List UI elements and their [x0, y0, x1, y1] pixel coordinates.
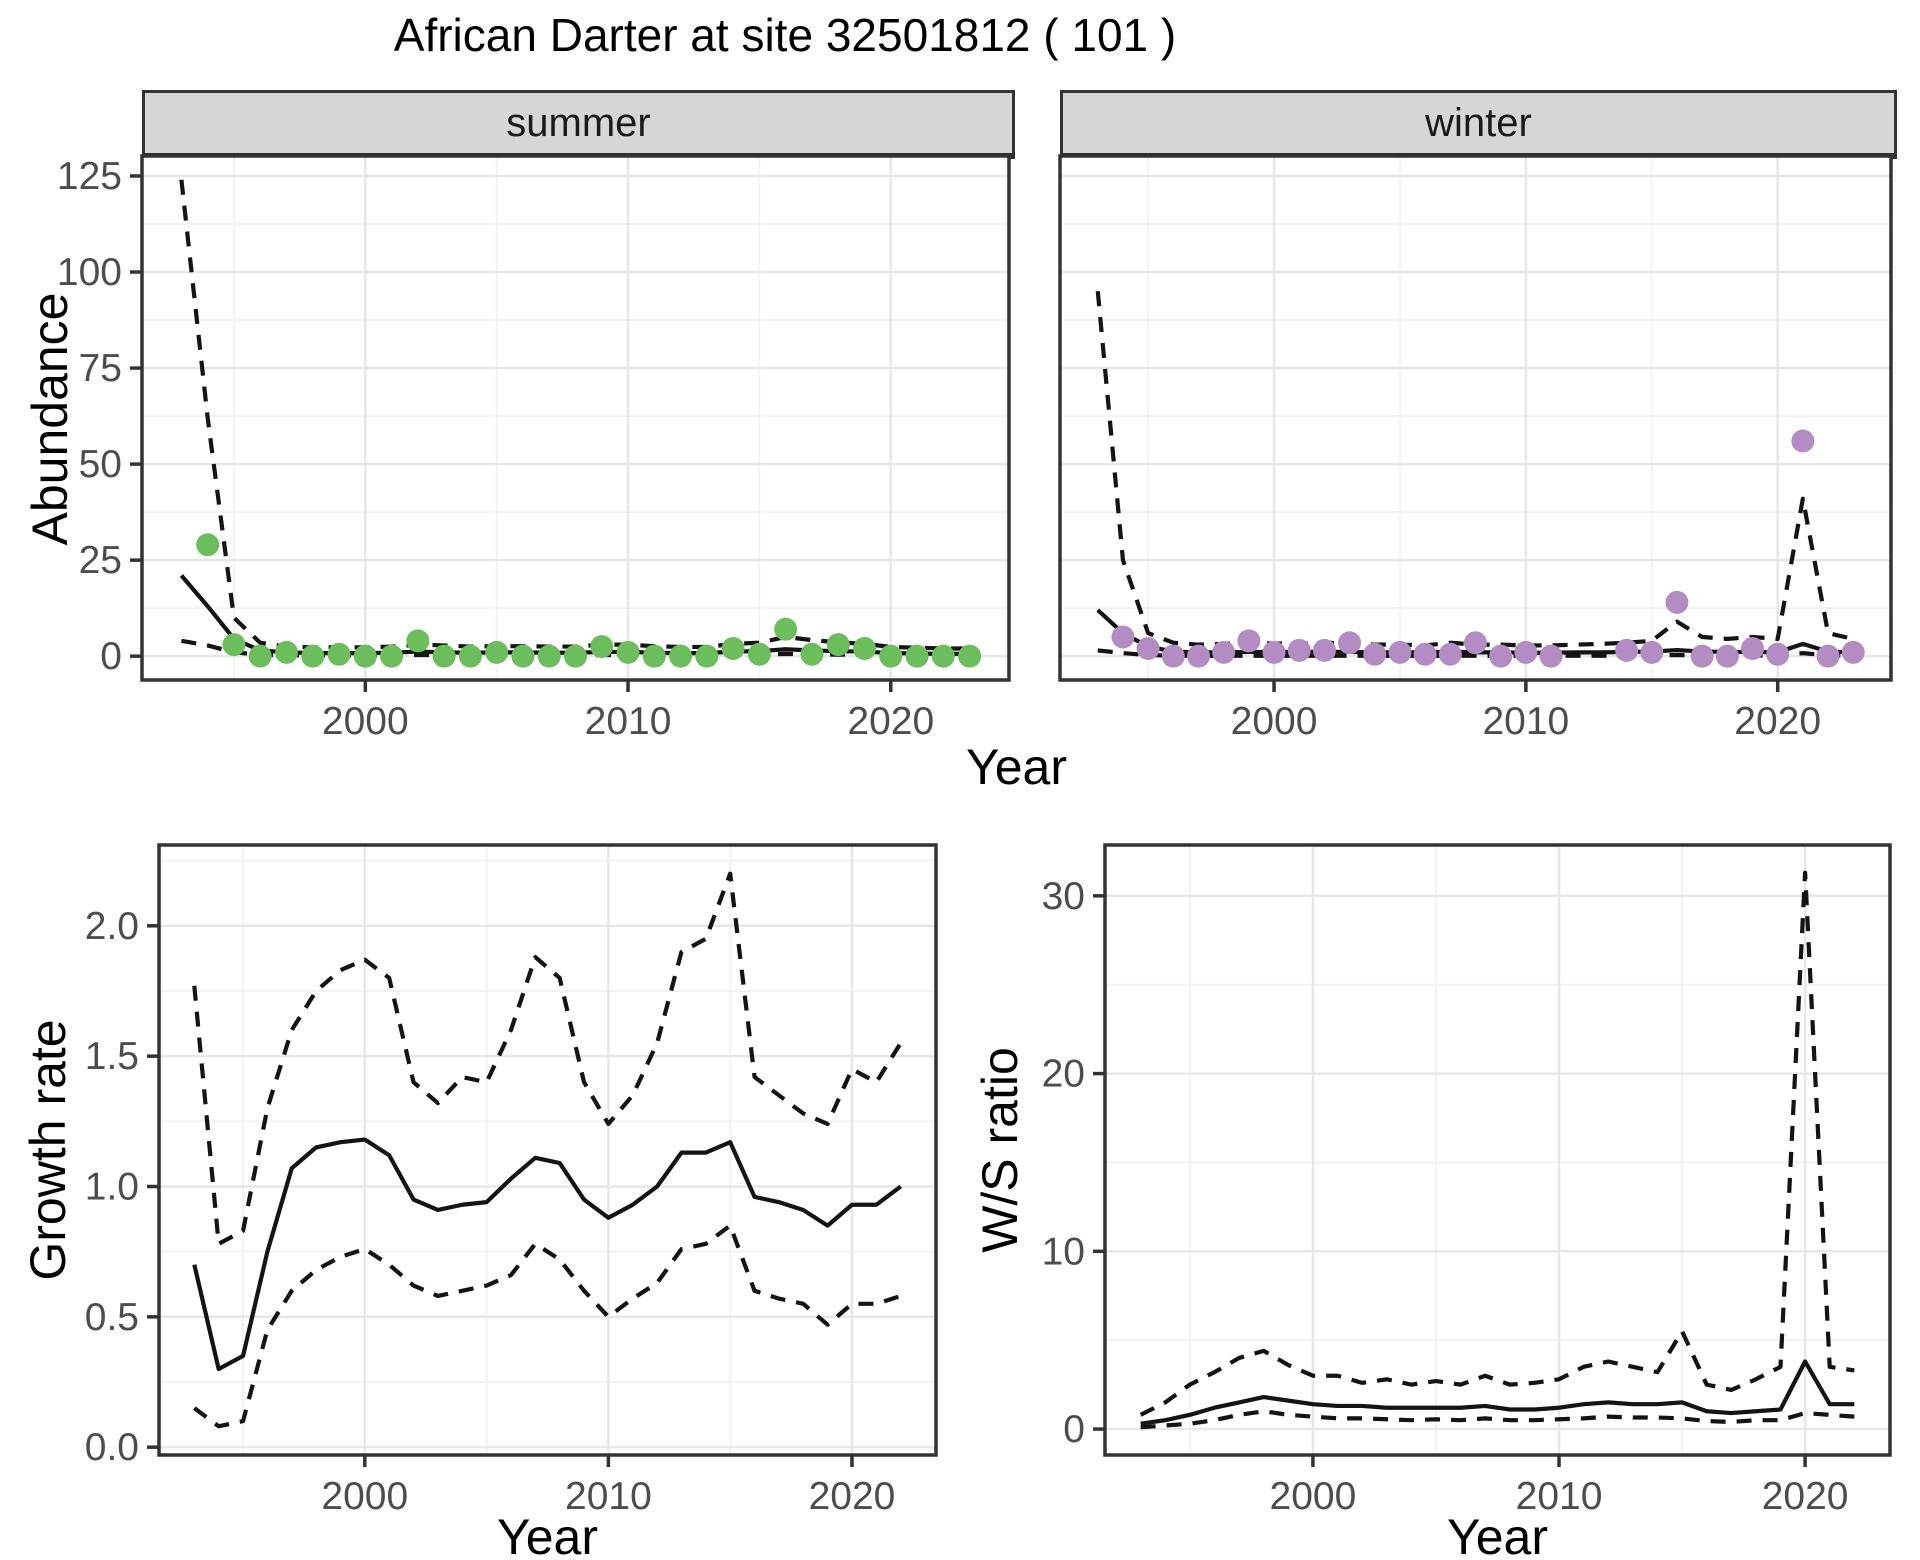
- svg-text:2000: 2000: [322, 700, 409, 743]
- svg-text:0: 0: [100, 635, 122, 678]
- y-axis-title-ws-ratio: W/S ratio: [972, 1047, 1028, 1253]
- svg-text:2010: 2010: [565, 1475, 652, 1518]
- svg-text:2000: 2000: [321, 1475, 408, 1518]
- summer-abundance-chart: 2000 2010 2020 0 25 50 75 100 125: [57, 154, 1011, 743]
- ws-ratio-chart: 2000 2010 2020 0 10 20 30: [1042, 843, 1892, 1518]
- x-axis-title-year-ws: Year: [1446, 1509, 1549, 1560]
- svg-text:2020: 2020: [1734, 700, 1821, 743]
- svg-text:30: 30: [1042, 875, 1085, 918]
- svg-text:2010: 2010: [585, 700, 672, 743]
- page-title: African Darter at site 32501812 ( 101 ): [393, 9, 1177, 61]
- svg-text:2020: 2020: [847, 700, 934, 743]
- svg-text:20: 20: [1042, 1053, 1085, 1096]
- svg-text:2020: 2020: [809, 1475, 896, 1518]
- facet-strip-summer: summer: [142, 90, 1015, 159]
- x-axis-title-year-growth: Year: [496, 1509, 599, 1560]
- svg-text:75: 75: [79, 347, 122, 390]
- svg-text:0.5: 0.5: [85, 1296, 139, 1339]
- svg-text:0: 0: [1063, 1408, 1085, 1451]
- svg-text:2000: 2000: [1270, 1475, 1357, 1518]
- facet-strip-winter: winter: [1060, 90, 1897, 159]
- y-axis-title-growth-rate: Growth rate: [20, 1019, 76, 1281]
- svg-text:2010: 2010: [1516, 1475, 1603, 1518]
- svg-text:2010: 2010: [1482, 700, 1569, 743]
- winter-abundance-chart: 2000 2010 2020: [1058, 154, 1893, 743]
- svg-text:2020: 2020: [1762, 1475, 1849, 1518]
- svg-text:2.0: 2.0: [85, 905, 139, 948]
- facet-strip-winter-label: winter: [1425, 100, 1532, 145]
- svg-text:10: 10: [1042, 1230, 1085, 1273]
- svg-text:2000: 2000: [1231, 700, 1318, 743]
- svg-text:1.0: 1.0: [85, 1165, 139, 1208]
- x-axis-title-year-top: Year: [965, 739, 1068, 795]
- svg-text:1.5: 1.5: [85, 1035, 139, 1078]
- svg-text:100: 100: [57, 251, 122, 294]
- svg-text:50: 50: [79, 443, 122, 486]
- svg-text:25: 25: [79, 539, 122, 582]
- svg-text:0.0: 0.0: [85, 1426, 139, 1469]
- growth-rate-chart: 2000 2010 2020 0.0 0.5 1.0 1.5 2.0: [85, 843, 938, 1518]
- svg-text:125: 125: [57, 155, 122, 198]
- facet-strip-summer-label: summer: [506, 100, 651, 145]
